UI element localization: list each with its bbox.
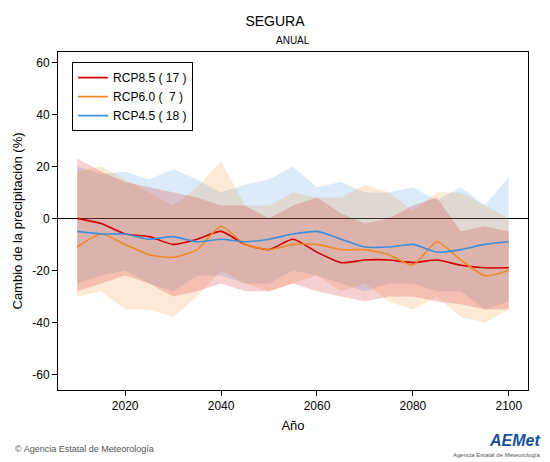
svg-text:2100: 2100	[495, 399, 522, 413]
svg-text:0: 0	[43, 212, 50, 226]
svg-text:© Agencia Estatal de Meteorolo: © Agencia Estatal de Meteorología	[15, 444, 154, 454]
svg-text:20: 20	[36, 160, 50, 174]
svg-text:2080: 2080	[400, 399, 427, 413]
svg-text:-20: -20	[32, 264, 50, 278]
svg-text:60: 60	[36, 56, 50, 70]
svg-text:RCP4.5 ( 18 ): RCP4.5 ( 18 )	[113, 109, 186, 123]
svg-text:Cambio de la precipitación (%): Cambio de la precipitación (%)	[10, 132, 25, 309]
svg-text:2040: 2040	[208, 399, 235, 413]
svg-text:RCP8.5 ( 17 ): RCP8.5 ( 17 )	[113, 71, 186, 85]
svg-text:Año: Año	[281, 418, 304, 433]
svg-text:AEMet: AEMet	[489, 432, 540, 449]
svg-text:SEGURA: SEGURA	[245, 13, 305, 29]
svg-text:2020: 2020	[112, 399, 139, 413]
svg-text:2060: 2060	[304, 399, 331, 413]
svg-text:ANUAL: ANUAL	[276, 35, 310, 46]
svg-text:Agencia Estatal de Meteorologí: Agencia Estatal de Meteorología	[453, 452, 540, 458]
svg-text:-60: -60	[32, 368, 50, 382]
svg-text:RCP6.0 ( 7 ): RCP6.0 ( 7 )	[113, 90, 183, 104]
svg-text:-40: -40	[32, 316, 50, 330]
svg-text:40: 40	[36, 108, 50, 122]
